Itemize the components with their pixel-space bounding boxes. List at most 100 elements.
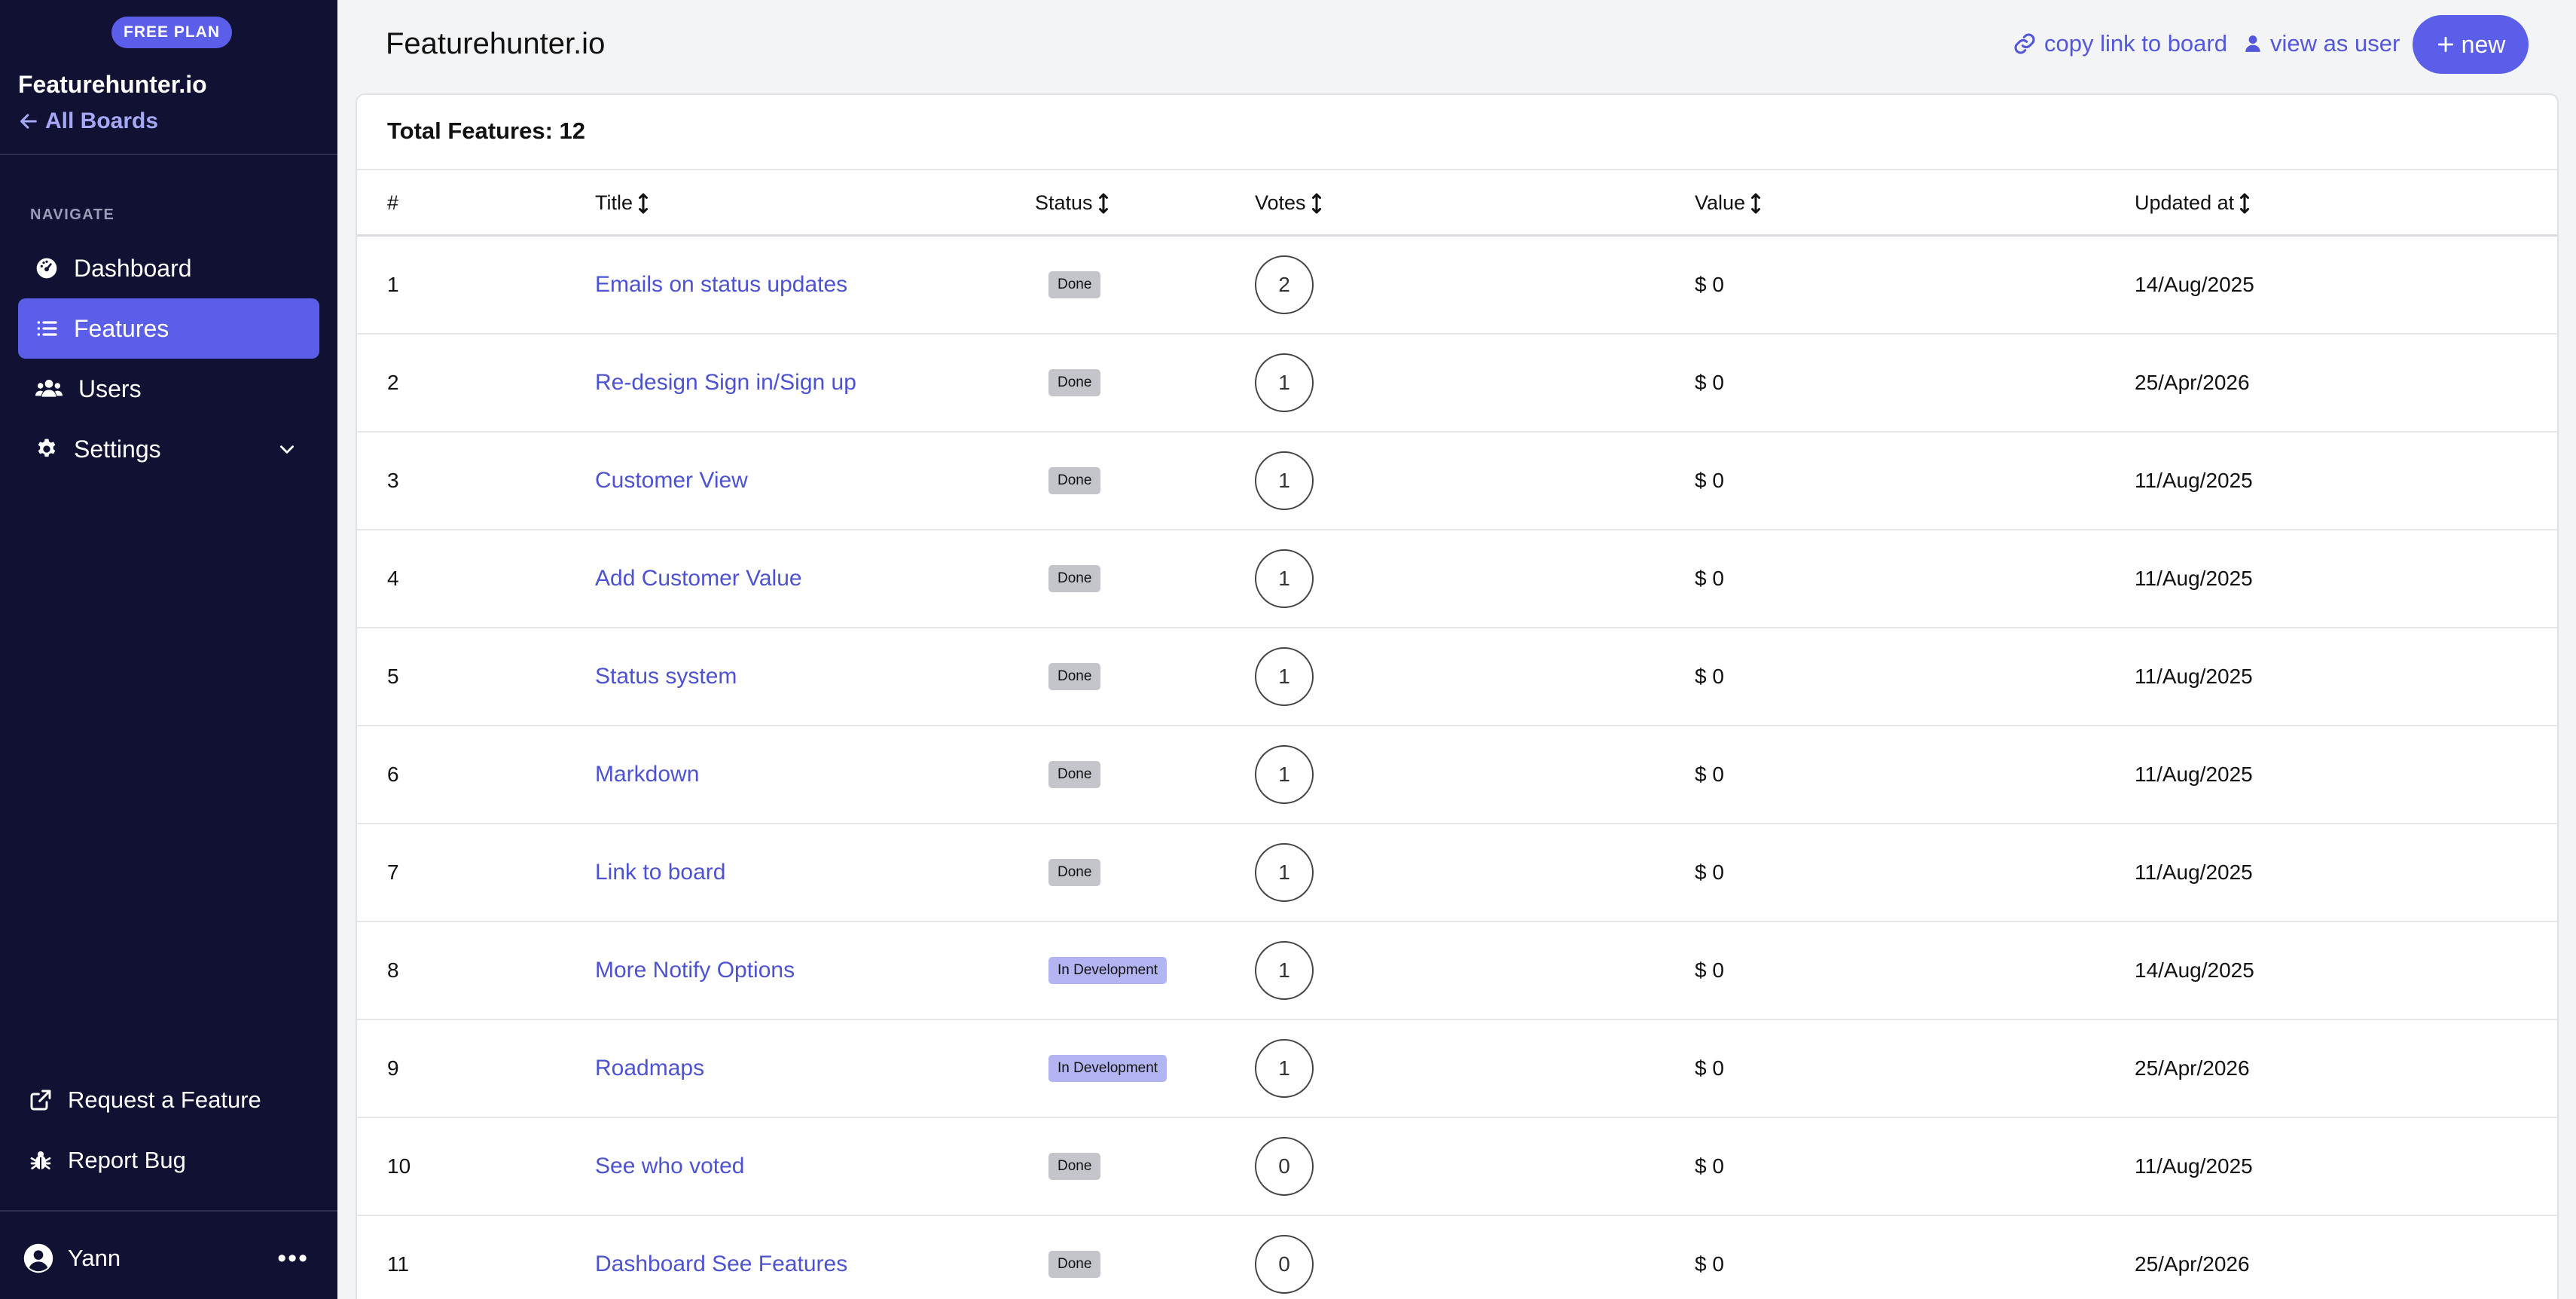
row-number: 3: [387, 469, 399, 492]
status-badge: Done: [1048, 1153, 1101, 1180]
status-cell: Done: [1048, 824, 1101, 921]
vote-count[interactable]: 1: [1255, 647, 1314, 706]
report-bug-link[interactable]: Report Bug: [29, 1147, 186, 1174]
feature-title-link[interactable]: Link to board: [595, 860, 726, 885]
vote-count[interactable]: 1: [1255, 451, 1314, 510]
column-label: Updated at: [2135, 191, 2235, 214]
sidebar-item-features[interactable]: Features: [18, 298, 319, 359]
status-cell: Done: [1048, 335, 1101, 431]
all-boards-link[interactable]: All Boards: [18, 109, 158, 134]
sidebar-item-label: Dashboard: [74, 254, 192, 282]
votes-cell: 1: [1255, 530, 1314, 627]
row-number: 5: [387, 665, 399, 688]
column-header-value[interactable]: Value: [1695, 191, 1762, 215]
table-row: 1 Emails on status updates Done 2 $ 0 14/Aug/…: [357, 237, 2557, 335]
table-row: 6 Markdown Done 1 $ 0 11/Aug/2025: [357, 726, 2557, 824]
updated-at-cell: 14/Aug/2025: [2135, 273, 2254, 296]
updated-at-cell: 11/Aug/2025: [2135, 763, 2253, 786]
nav-heading: NAVIGATE: [30, 206, 115, 223]
external-link-icon: [30, 1090, 51, 1111]
feature-title-link[interactable]: Status system: [595, 664, 737, 689]
row-number: 8: [387, 958, 399, 982]
vote-count[interactable]: 1: [1255, 353, 1314, 412]
vote-count[interactable]: 0: [1255, 1235, 1314, 1294]
vote-count[interactable]: 0: [1255, 1137, 1314, 1196]
sidebar-item-dashboard[interactable]: Dashboard: [18, 238, 319, 298]
status-badge: Done: [1048, 1251, 1101, 1278]
table-row: 10 See who voted Done 0 $ 0 11/Aug/2025: [357, 1118, 2557, 1216]
sort-icon: [1751, 193, 1761, 213]
vote-count[interactable]: 1: [1255, 1039, 1314, 1098]
view-as-user-button[interactable]: view as user: [2243, 30, 2400, 57]
updated-at-cell: 11/Aug/2025: [2135, 860, 2253, 884]
votes-cell: 1: [1255, 922, 1314, 1019]
status-cell: Done: [1048, 530, 1101, 627]
status-badge: In Development: [1048, 957, 1167, 984]
status-cell: Done: [1048, 1118, 1101, 1215]
list-icon: [37, 321, 57, 336]
status-badge: Done: [1048, 467, 1101, 494]
link-icon: [2014, 33, 2035, 54]
user-menu[interactable]: Yann •••: [23, 1237, 309, 1279]
column-header-title[interactable]: Title: [595, 191, 649, 215]
vote-count[interactable]: 1: [1255, 549, 1314, 608]
gear-icon: [38, 439, 56, 457]
feature-title-link[interactable]: Roadmaps: [595, 1056, 705, 1080]
table-row: 5 Status system Done 1 $ 0 11/Aug/2025: [357, 628, 2557, 726]
feature-title-link[interactable]: Re-design Sign in/Sign up: [595, 370, 856, 395]
updated-at-cell: 11/Aug/2025: [2135, 665, 2253, 688]
sidebar-divider: [0, 1210, 337, 1212]
feature-title-link[interactable]: See who voted: [595, 1154, 745, 1178]
column-header-votes[interactable]: Votes: [1255, 191, 1323, 215]
feature-title-link[interactable]: More Notify Options: [595, 958, 795, 983]
column-label: Votes: [1255, 191, 1306, 214]
features-card: Total Features: 12 # Title Status Votes …: [356, 93, 2559, 1299]
feature-title-cell: Roadmaps: [595, 1020, 704, 1117]
feature-title-cell: Link to board: [595, 824, 725, 921]
column-header-updated[interactable]: Updated at: [2135, 191, 2251, 215]
value-cell: $ 0: [1695, 860, 1724, 884]
vote-count[interactable]: 2: [1255, 255, 1314, 314]
votes-cell: 1: [1255, 726, 1314, 823]
value-cell: $ 0: [1695, 567, 1724, 590]
table-row: 9 Roadmaps In Development 1 $ 0 25/Apr/2026: [357, 1020, 2557, 1118]
feature-title-link[interactable]: Emails on status updates: [595, 272, 848, 297]
value-cell: $ 0: [1695, 1154, 1724, 1178]
feature-title-link[interactable]: Markdown: [595, 762, 700, 787]
status-badge: Done: [1048, 859, 1101, 886]
row-number: 7: [387, 860, 399, 884]
row-number: 1: [387, 273, 399, 296]
feature-title-cell: Markdown: [595, 726, 699, 823]
page-title: Featurehunter.io: [386, 27, 606, 60]
feature-title-link[interactable]: Dashboard See Features: [595, 1252, 848, 1276]
updated-at-cell: 25/Apr/2026: [2135, 1056, 2250, 1080]
vote-count[interactable]: 1: [1255, 941, 1314, 1000]
status-cell: Done: [1048, 726, 1101, 823]
status-cell: Done: [1048, 237, 1101, 333]
status-badge: Done: [1048, 565, 1101, 592]
column-header-status[interactable]: Status: [1035, 191, 1109, 215]
feature-title-cell: Re-design Sign in/Sign up: [595, 335, 856, 431]
total-features: Total Features: 12: [387, 118, 586, 144]
votes-cell: 1: [1255, 335, 1314, 431]
feature-title-link[interactable]: Add Customer Value: [595, 566, 802, 591]
sidebar-item-users[interactable]: Users: [18, 359, 319, 419]
user-avatar-icon: [23, 1243, 53, 1273]
vote-count[interactable]: 1: [1255, 843, 1314, 902]
arrow-left-icon: [20, 114, 37, 129]
table-row: 2 Re-design Sign in/Sign up Done 1 $ 0 25/Apr…: [357, 335, 2557, 432]
sidebar-item-label: Settings: [74, 435, 161, 463]
status-cell: Done: [1048, 1216, 1101, 1299]
votes-cell: 1: [1255, 628, 1314, 725]
request-feature-link[interactable]: Request a Feature: [29, 1087, 261, 1114]
updated-at-cell: 11/Aug/2025: [2135, 567, 2253, 590]
row-number: 9: [387, 1056, 399, 1080]
value-cell: $ 0: [1695, 273, 1724, 296]
sidebar-item-settings[interactable]: Settings: [18, 419, 319, 479]
new-feature-button[interactable]: new: [2413, 15, 2529, 74]
copy-link-button[interactable]: copy link to board: [2013, 30, 2227, 57]
more-options-icon[interactable]: •••: [277, 1243, 309, 1273]
vote-count[interactable]: 1: [1255, 745, 1314, 804]
feature-title-link[interactable]: Customer View: [595, 468, 748, 493]
row-number: 2: [387, 371, 399, 394]
